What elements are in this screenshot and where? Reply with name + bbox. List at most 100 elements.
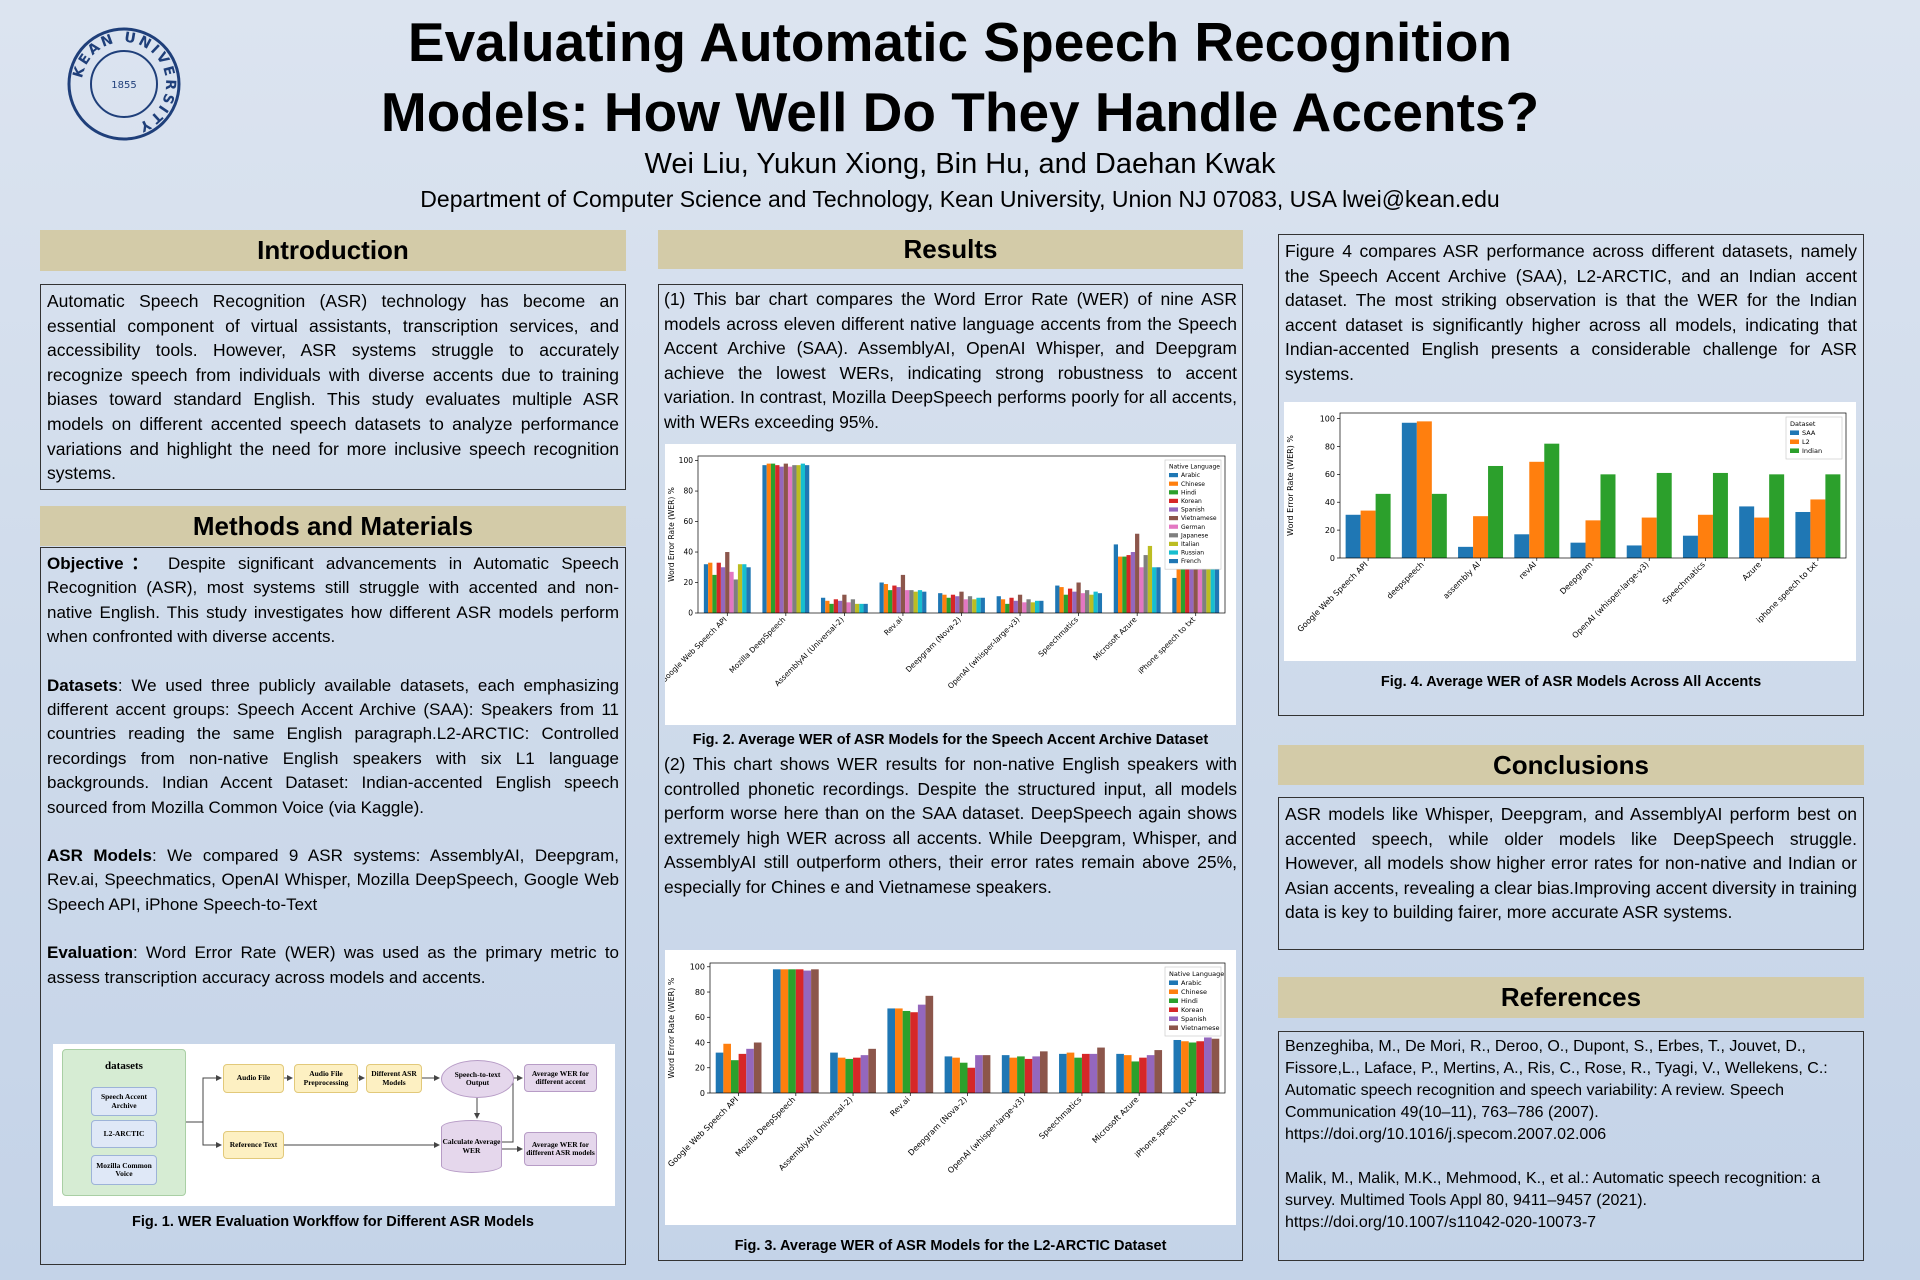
y-tick-label: 40 [695, 1038, 705, 1047]
bar [779, 466, 784, 613]
y-tick-label: 80 [1325, 442, 1335, 451]
x-tick-label: Speechmatics [1037, 1095, 1083, 1141]
bar [879, 582, 884, 613]
bar [1039, 600, 1044, 613]
text: : We used three publicly available datas… [47, 675, 619, 817]
legend-swatch [1169, 1025, 1178, 1030]
legend-title: Native Language [1169, 464, 1220, 471]
bar [846, 602, 851, 613]
bar [1360, 510, 1376, 558]
bar [917, 1004, 926, 1093]
bar [1022, 602, 1027, 613]
legend-label: French [1181, 558, 1201, 565]
bar [1123, 1055, 1132, 1093]
bar [1173, 1039, 1182, 1093]
workflow-diagram: datasets Speech Accent Archive L2-ARCTIC… [53, 1044, 615, 1206]
bar [1697, 514, 1713, 558]
bar [1375, 493, 1391, 558]
legend-swatch [1169, 559, 1178, 564]
y-tick-label: 20 [695, 1064, 705, 1073]
diagram-node: L2-ARCTIC [91, 1120, 157, 1148]
bar [853, 1057, 861, 1093]
diagram-node: Mozilla Common Voice [91, 1155, 157, 1185]
bar [1009, 597, 1014, 613]
bar [837, 1057, 846, 1093]
y-tick-label: 40 [1325, 498, 1335, 507]
bar [1013, 600, 1018, 613]
bar [855, 603, 860, 613]
bar [922, 591, 927, 613]
bar [1084, 590, 1090, 613]
bar [1214, 561, 1220, 613]
bar [938, 593, 943, 613]
bar [892, 585, 897, 613]
x-tick-label: iPhone speech to txt [1133, 1095, 1198, 1160]
bar-chart: 0 20 40 60 80 100 Word Error Rate (WER) % Googl… [1284, 402, 1856, 661]
x-tick-label: Google Web Speech API [1296, 560, 1370, 634]
text: : Word Error Rate (WER) was used as the … [47, 943, 619, 987]
bar [1081, 1053, 1090, 1093]
bar [1156, 567, 1161, 613]
y-tick-label: 100 [1320, 414, 1335, 423]
legend-swatch [1169, 1007, 1178, 1012]
paragraph: Datasets: We used three publicly availab… [47, 674, 619, 820]
bar [1034, 600, 1040, 613]
x-tick-label: revAI [1517, 560, 1538, 581]
y-tick-label: 60 [695, 1013, 705, 1022]
section-heading: References [1278, 977, 1864, 1018]
text: : We compared 9 ASR systems: AssemblyAI,… [47, 846, 619, 914]
diagram-node: Speech Accent Archive [91, 1087, 157, 1116]
x-tick-label: Rev.ai [882, 615, 904, 637]
x-tick-label: iPhone speech to txt [1136, 615, 1197, 676]
bar [850, 599, 856, 613]
bar [729, 571, 734, 613]
legend-label: German [1181, 524, 1205, 531]
y-tick-label: 100 [679, 456, 694, 465]
bar [738, 1053, 747, 1093]
legend-label: Italian [1181, 541, 1200, 548]
bar [1093, 591, 1098, 613]
bar [972, 599, 977, 613]
bar [742, 564, 747, 613]
bar [1139, 567, 1144, 613]
bar [1180, 561, 1186, 613]
bar [1769, 474, 1785, 558]
diagram-node: Reference Text [223, 1131, 284, 1159]
y-tick-label: 0 [1330, 554, 1335, 563]
bar [1024, 1058, 1033, 1093]
x-tick-label: Google Web Speech API [666, 1095, 740, 1169]
bar [975, 1055, 983, 1093]
bar [845, 1058, 854, 1093]
bar [1544, 443, 1560, 558]
x-tick-label: AssemblyAI (Universal-2) [773, 615, 846, 688]
legend-label: Vietnamese [1181, 1024, 1219, 1032]
conclusions-box: ASR models like Whisper, Deepgram, and A… [1278, 797, 1864, 950]
legend-swatch [1169, 998, 1178, 1003]
bar [1626, 545, 1642, 558]
bar [829, 603, 834, 613]
bar [1189, 556, 1194, 613]
bar [1210, 556, 1215, 613]
figure-caption: Fig. 4. Average WER of ASR Models Across… [1380, 674, 1762, 690]
bar [905, 590, 910, 613]
legend-swatch [1169, 533, 1178, 538]
bar [723, 1043, 731, 1093]
x-tick-label: Mozilla DeepSpeech [727, 615, 787, 675]
bar [1030, 602, 1035, 613]
bar [1473, 516, 1489, 558]
bar [716, 562, 721, 613]
section-heading: Results [658, 230, 1243, 269]
bar [1206, 548, 1211, 613]
bar [888, 590, 893, 613]
bar [795, 969, 804, 1093]
bar [783, 463, 788, 613]
legend-swatch [1790, 430, 1799, 435]
y-tick-label: 60 [1325, 470, 1335, 479]
bar [1135, 533, 1140, 613]
bar [860, 1055, 869, 1093]
bar [1139, 1057, 1147, 1093]
bar [1585, 520, 1601, 558]
intro-box: Automatic Speech Recognition (ASR) techn… [40, 284, 626, 490]
bar [913, 591, 918, 613]
label: ASR Models [47, 846, 152, 866]
